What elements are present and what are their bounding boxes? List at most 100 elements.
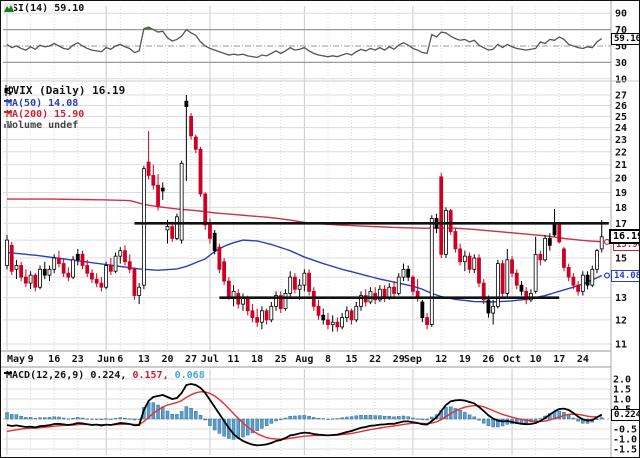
candle-body	[462, 255, 467, 263]
rsi-legend-label: RSI(14)	[6, 3, 49, 14]
macd-histogram-bar	[401, 415, 406, 420]
candle-body	[52, 257, 57, 270]
macd-histogram-bar	[307, 415, 311, 420]
candle-body	[80, 253, 85, 266]
candle-body	[288, 276, 293, 294]
candle-body	[349, 310, 354, 321]
x-axis-tick-label: 8	[325, 354, 331, 365]
candle-body	[458, 248, 463, 263]
candle-body	[557, 224, 562, 243]
macd-histogram-bar	[491, 418, 495, 428]
candle-body	[189, 115, 193, 137]
candle-body	[141, 168, 146, 286]
candle-body	[481, 282, 486, 301]
x-axis-tick-label: 6	[117, 354, 123, 365]
candle-body	[108, 265, 113, 272]
macd-legend-label: MACD(12,26,9)	[6, 370, 85, 381]
macd-histogram-bar	[231, 418, 236, 440]
candle-body	[448, 210, 453, 232]
macd-histogram-bar	[557, 410, 561, 420]
x-axis-tick-label: 13	[138, 354, 150, 365]
candle-body	[495, 263, 500, 307]
macd-histogram-bar	[486, 418, 491, 427]
macd-histogram-bar	[99, 418, 104, 420]
candle-body	[571, 276, 576, 286]
macd-histogram-bar	[472, 416, 477, 420]
candle-body	[146, 161, 151, 176]
candle-body	[425, 317, 429, 325]
candle-body	[193, 136, 198, 150]
last-price-box: 16.19	[609, 229, 639, 244]
x-axis-tick-label: 16	[48, 354, 60, 365]
candle-body	[297, 284, 302, 290]
candle-body	[203, 193, 208, 226]
candle-body	[151, 175, 156, 186]
candle-body	[392, 286, 396, 294]
macd-histogram-bar	[260, 418, 264, 429]
price-scale-label: 23	[615, 135, 627, 146]
x-axis-tick-label: 9	[28, 354, 34, 365]
ma50-label: MA(50) 14.08	[6, 98, 79, 109]
candle-body	[453, 231, 458, 250]
macd-histogram-bar	[378, 415, 382, 420]
macd-histogram-bar	[156, 404, 160, 420]
macd-histogram-bar	[345, 416, 349, 420]
macd-histogram-bar	[335, 418, 340, 420]
candle-body	[28, 274, 33, 284]
macd-histogram-bar	[444, 407, 448, 420]
macd-histogram-bar	[373, 415, 377, 420]
macd-histogram-bar	[118, 417, 123, 420]
rsi-scale-label: 50	[615, 42, 627, 53]
candle-body	[420, 301, 425, 318]
macd-histogram-bar	[132, 418, 137, 421]
price-scale-label: 24	[615, 123, 627, 134]
macd-histogram-bar	[184, 406, 189, 420]
candle-body	[585, 274, 590, 286]
ma50-endpoint-marker	[603, 272, 610, 279]
candle-body	[330, 321, 335, 325]
macd-histogram-bar	[467, 414, 472, 420]
macd-histogram-bar	[170, 413, 174, 420]
x-axis-tick-label: 23	[72, 354, 84, 365]
x-axis-tick-label: May	[7, 354, 25, 365]
candle-body	[217, 246, 222, 270]
x-axis-tick-label: 24	[577, 354, 589, 365]
macd-histogram-bar	[354, 415, 359, 420]
candle-body	[90, 272, 94, 280]
candle-body	[500, 263, 505, 294]
candle-body	[19, 265, 24, 278]
ma200-legend-row: MA(200) 15.90	[4, 109, 84, 120]
macd-histogram-bar	[453, 408, 458, 420]
candle-body	[599, 236, 604, 250]
candle-body	[278, 295, 283, 309]
candle-body	[429, 218, 434, 325]
macd-histogram-bar	[109, 418, 113, 420]
macd-histogram-bar	[165, 410, 170, 420]
price-scale-label: 27	[615, 91, 627, 102]
candle-body	[344, 310, 349, 318]
candle-body	[42, 268, 47, 276]
candle-body	[198, 148, 203, 195]
candle-body	[524, 290, 529, 301]
macd-histogram-bar	[420, 418, 425, 421]
macd-histogram-bar	[571, 417, 576, 420]
macd-histogram-bar	[113, 418, 118, 420]
candle-body	[104, 265, 109, 288]
x-axis-tick-label: 18	[251, 354, 263, 365]
macd-histogram-bar	[217, 418, 222, 434]
ma50-legend-row: MA(50) 14.08	[4, 98, 78, 109]
candle-body	[212, 232, 217, 252]
macd-histogram-bar	[392, 416, 396, 420]
x-axis-tick-label: 12	[435, 354, 447, 365]
x-axis-tick-label: Sep	[404, 354, 422, 365]
price-scale-label: 13	[615, 293, 627, 304]
rsi-legend: RSI(14) 59.10	[4, 3, 84, 14]
x-axis-tick-label: 11	[228, 354, 240, 365]
macd-histogram-bar	[52, 416, 56, 420]
candle-body	[156, 184, 160, 207]
candle-body	[472, 257, 477, 270]
macd-histogram-bar	[411, 417, 415, 420]
price-scale-label: 19	[615, 188, 627, 199]
macd-signal-value: 0.157,	[132, 370, 169, 381]
candle-body	[175, 216, 179, 239]
